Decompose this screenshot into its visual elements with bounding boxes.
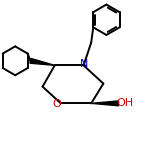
Text: N: N — [80, 59, 89, 69]
Text: OH: OH — [117, 98, 134, 108]
Polygon shape — [30, 58, 55, 65]
Polygon shape — [91, 101, 119, 106]
Text: O: O — [53, 99, 61, 109]
